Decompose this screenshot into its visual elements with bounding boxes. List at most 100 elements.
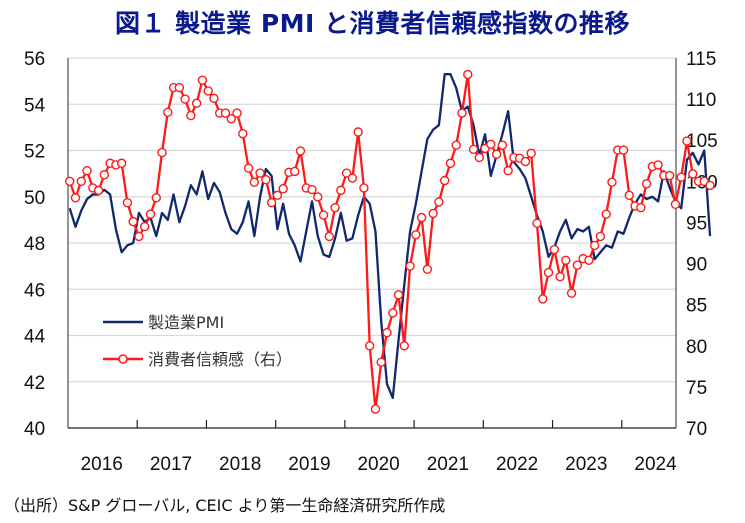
data-point bbox=[163, 107, 173, 117]
data-point bbox=[416, 212, 427, 223]
data-point bbox=[688, 169, 698, 179]
data-point bbox=[624, 190, 634, 201]
data-point bbox=[584, 255, 594, 265]
data-point bbox=[664, 170, 675, 181]
data-point bbox=[595, 231, 606, 242]
y-left-tick-label: 42 bbox=[24, 373, 45, 394]
y-left-tick-label: 48 bbox=[24, 234, 45, 255]
data-point bbox=[145, 209, 156, 219]
x-tick-label: 2019 bbox=[288, 454, 330, 475]
data-point bbox=[295, 146, 306, 156]
data-point bbox=[474, 152, 484, 163]
data-point bbox=[318, 210, 329, 220]
data-point bbox=[266, 198, 277, 208]
data-point bbox=[191, 98, 202, 108]
data-point bbox=[618, 145, 629, 155]
data-point bbox=[272, 190, 283, 201]
x-tick-label: 2023 bbox=[565, 454, 607, 475]
data-point bbox=[607, 177, 617, 187]
legend: 製造業PMI 消費者信頼感（右） bbox=[103, 313, 292, 369]
data-point bbox=[313, 192, 323, 202]
y-right-tick-label: 105 bbox=[686, 131, 718, 152]
data-point bbox=[122, 198, 133, 208]
data-point bbox=[341, 168, 352, 178]
data-point bbox=[468, 144, 479, 154]
data-point bbox=[543, 267, 554, 278]
y-right-tick-label: 85 bbox=[686, 296, 707, 317]
data-point bbox=[128, 216, 138, 227]
data-point bbox=[220, 108, 231, 118]
data-point bbox=[65, 176, 75, 187]
data-point bbox=[140, 221, 150, 232]
data-point bbox=[82, 165, 92, 176]
data-point bbox=[463, 69, 473, 80]
data-point bbox=[422, 264, 433, 275]
data-point bbox=[243, 163, 254, 173]
data-point bbox=[561, 255, 571, 265]
y-left-tick-label: 52 bbox=[24, 142, 45, 163]
data-point bbox=[249, 177, 260, 187]
gridlines bbox=[68, 57, 676, 383]
data-point bbox=[526, 148, 536, 159]
data-point bbox=[676, 172, 686, 182]
series-pmi bbox=[68, 73, 712, 400]
legend-pmi-label: 製造業PMI bbox=[148, 313, 224, 332]
data-point bbox=[399, 341, 410, 351]
y-right-tick-label: 70 bbox=[686, 419, 707, 440]
chart-title: 図１ 製造業 PMI と消費者信頼感指数の推移 bbox=[114, 9, 631, 38]
data-point bbox=[388, 308, 398, 318]
y-left-tick-label: 40 bbox=[24, 419, 45, 440]
data-point bbox=[197, 75, 208, 85]
data-point bbox=[76, 176, 86, 187]
x-tick-label: 2021 bbox=[427, 454, 469, 475]
data-point bbox=[364, 341, 375, 351]
x-tick-label: 2022 bbox=[496, 454, 538, 475]
x-tick-label: 2016 bbox=[81, 454, 123, 475]
data-point bbox=[290, 166, 300, 177]
x-tick-label: 2018 bbox=[219, 454, 261, 475]
data-point bbox=[180, 94, 190, 104]
y-left-tick-label: 54 bbox=[24, 95, 46, 116]
series-consumer bbox=[65, 69, 715, 414]
data-point bbox=[238, 128, 248, 139]
data-point bbox=[151, 193, 161, 203]
data-point bbox=[670, 199, 681, 210]
data-point bbox=[682, 136, 692, 146]
data-point bbox=[370, 404, 381, 414]
data-point bbox=[503, 165, 513, 176]
data-point bbox=[405, 261, 415, 271]
x-tick-label: 2024 bbox=[634, 454, 677, 475]
data-point bbox=[278, 184, 288, 194]
data-point bbox=[209, 93, 219, 103]
data-point bbox=[232, 108, 242, 118]
data-point bbox=[532, 218, 542, 228]
x-tick-label: 2017 bbox=[150, 454, 192, 475]
data-point bbox=[601, 209, 611, 219]
data-point bbox=[538, 294, 548, 304]
data-point bbox=[186, 110, 196, 121]
data-point bbox=[411, 230, 421, 240]
x-tick-label: 2020 bbox=[357, 454, 399, 475]
data-point bbox=[255, 168, 265, 178]
data-point bbox=[636, 202, 646, 213]
data-point bbox=[653, 160, 663, 170]
data-point bbox=[174, 82, 185, 93]
data-point bbox=[359, 183, 369, 193]
data-point bbox=[572, 260, 583, 270]
data-point bbox=[434, 197, 444, 207]
y-left-tick-label: 50 bbox=[24, 188, 45, 209]
data-point bbox=[520, 156, 531, 167]
data-point bbox=[203, 86, 213, 96]
data-point bbox=[226, 114, 236, 124]
y-left-tick-label: 44 bbox=[24, 327, 46, 348]
data-point bbox=[376, 357, 386, 367]
data-point bbox=[157, 147, 167, 158]
data-point bbox=[116, 158, 127, 168]
data-point bbox=[336, 185, 346, 196]
data-point bbox=[353, 127, 363, 137]
data-point bbox=[393, 290, 404, 300]
data-point bbox=[451, 140, 461, 150]
y-right-tick-label: 80 bbox=[686, 337, 707, 358]
data-point bbox=[347, 173, 358, 183]
